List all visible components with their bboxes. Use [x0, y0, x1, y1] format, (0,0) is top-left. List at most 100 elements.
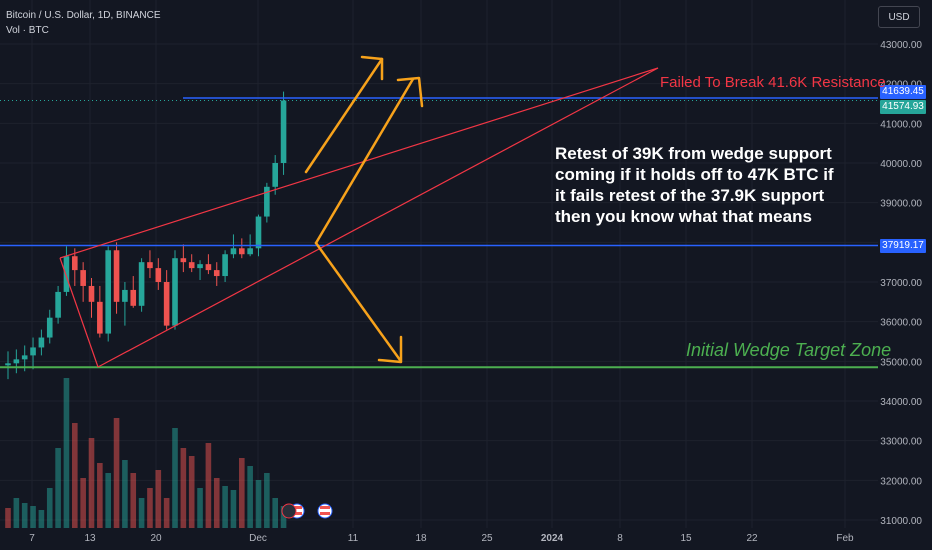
date-tick-label: 11 [348, 533, 359, 544]
date-tick-label: Feb [836, 533, 854, 544]
economic-event-icon-stripe [292, 512, 302, 515]
volume-bar [55, 448, 61, 528]
retest-annotation: Retest of 39K from wedge support coming … [555, 143, 834, 227]
volume-bar [97, 463, 103, 528]
candle-body [97, 301, 103, 334]
price-tick-label: 43000.00 [880, 40, 922, 51]
candle-body [13, 359, 20, 364]
volume-bar [222, 486, 228, 528]
candle-body [163, 282, 170, 326]
candle-body [197, 264, 203, 269]
volume-bar [163, 498, 170, 528]
candle-body [72, 256, 78, 271]
candle-body [239, 248, 245, 255]
economic-event-icon-stripe [320, 506, 330, 509]
arrow-up-short-head [360, 55, 384, 81]
volume-bar [72, 423, 78, 528]
price-tick-label: 32000.00 [880, 476, 922, 487]
candle-body [30, 347, 36, 356]
candle-body [88, 285, 95, 302]
volume-bar [272, 498, 278, 528]
price-tick-label: 39000.00 [880, 199, 922, 210]
candle-body [38, 337, 45, 348]
price-tag: 41639.45 [880, 84, 926, 99]
volume-bar [155, 470, 162, 528]
candle-body [264, 186, 270, 217]
volume-bar [197, 488, 203, 528]
volume-bar [63, 378, 70, 528]
volume-bar [122, 460, 128, 528]
wedge-line [97, 67, 659, 368]
candle-body [230, 248, 237, 255]
event-marker-icon [281, 503, 297, 519]
candle-body [113, 250, 120, 302]
date-tick-label: 18 [415, 533, 427, 544]
date-tick-label: 20 [150, 533, 162, 544]
arrow-up-short [304, 57, 384, 174]
candle-body [46, 317, 53, 338]
volume-bar [130, 473, 137, 528]
volume-bar [46, 488, 53, 528]
candle-body [222, 254, 228, 277]
volume-bar [13, 498, 20, 528]
date-tick-label: 7 [29, 533, 35, 544]
arrow-up-long [314, 77, 415, 245]
retest-line: Retest of 39K from wedge support [555, 144, 832, 163]
volume-bar [247, 466, 253, 528]
price-tick-label: 37000.00 [880, 278, 922, 289]
volume-bar [5, 508, 11, 528]
currency-button[interactable]: USD [878, 6, 920, 28]
price-tick-label: 36000.00 [880, 318, 922, 329]
retest-line: it fails retest of the 37.9K support [555, 186, 825, 205]
date-tick-label: 25 [481, 533, 493, 544]
volume-bar [230, 490, 237, 528]
candle-body [147, 262, 153, 269]
volume-bar [21, 503, 28, 528]
resistance-annotation: Failed To Break 41.6K Resistance [660, 74, 886, 91]
volume-bar [138, 498, 145, 528]
candle-body [130, 289, 137, 306]
candle-body [213, 270, 220, 277]
retest-line: coming if it holds off to 47K BTC if [555, 165, 834, 184]
volume-bar [239, 458, 245, 528]
volume-bar [264, 473, 270, 528]
candle-body [138, 262, 145, 306]
volume-bar [213, 478, 220, 528]
date-tick-label: Dec [249, 533, 267, 544]
price-tick-label: 31000.00 [880, 516, 922, 527]
date-tick-label: 15 [680, 533, 692, 544]
candle-body [122, 289, 128, 302]
economic-event-icon-stripe [292, 506, 302, 509]
price-tag: 41574.93 [880, 99, 926, 114]
arrow-down [314, 241, 402, 362]
wedge-line [59, 257, 99, 368]
volume-bar [80, 478, 86, 528]
symbol-title: Bitcoin / U.S. Dollar, 1D, BINANCE [6, 10, 161, 21]
wedge-line [59, 67, 659, 259]
volume-bar [205, 443, 212, 528]
date-tick-label: 8 [617, 533, 623, 544]
candle-body [188, 262, 195, 269]
volume-indicator-label[interactable]: Vol · BTC [6, 25, 49, 36]
candle-body [280, 100, 287, 163]
price-tick-label: 34000.00 [880, 397, 922, 408]
volume-bar [188, 456, 195, 528]
candle-body [63, 256, 70, 292]
volume-bar [38, 510, 45, 528]
volume-bar [180, 448, 187, 528]
candle-body [272, 163, 278, 187]
candle-body [155, 268, 162, 282]
volume-bar [172, 428, 178, 528]
candle-body [21, 355, 28, 360]
price-tick-label: 35000.00 [880, 357, 922, 368]
target-zone-annotation: Initial Wedge Target Zone [686, 340, 892, 360]
volume-bar [105, 473, 111, 528]
candle-body [180, 258, 187, 263]
price-tag: 37919.17 [880, 238, 926, 253]
candle-body [80, 270, 86, 286]
volume-bar [30, 506, 36, 528]
price-tick-label: 41000.00 [880, 119, 922, 130]
economic-event-icon-stripe [320, 512, 330, 515]
